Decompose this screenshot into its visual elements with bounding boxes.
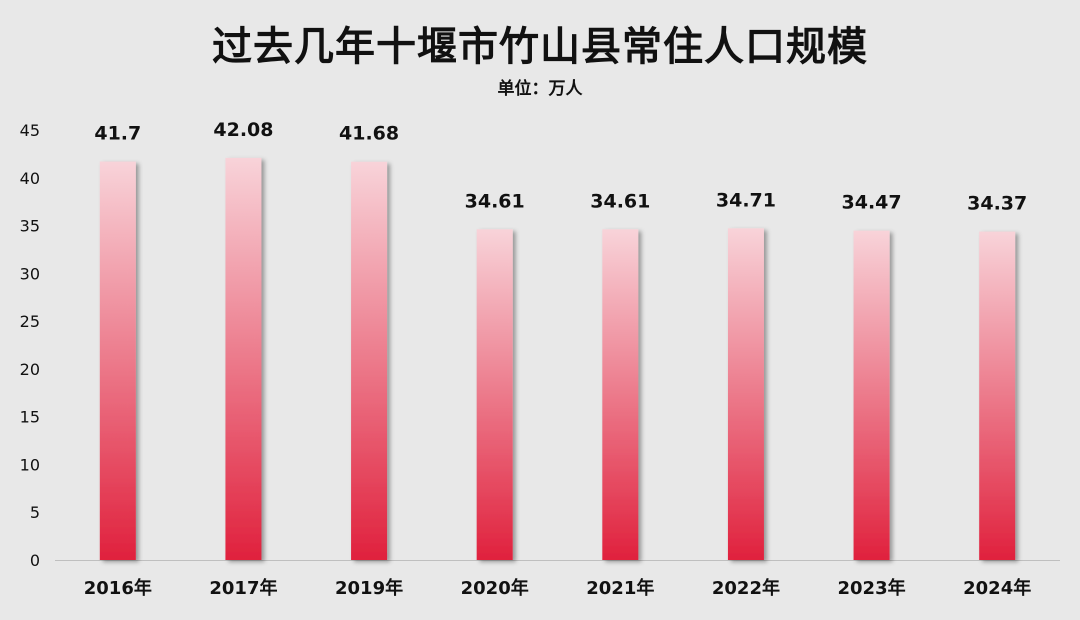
bar	[225, 157, 262, 560]
bar	[602, 229, 639, 560]
y-tick-label: 0	[30, 551, 40, 570]
x-tick-label: 2020年	[461, 577, 529, 599]
y-tick-label: 35	[20, 217, 40, 236]
data-label: 34.47	[842, 192, 902, 214]
y-tick-label: 15	[20, 408, 40, 427]
x-tick-label: 2017年	[209, 577, 277, 599]
y-tick-label: 20	[20, 360, 40, 379]
x-tick-label: 2022年	[712, 577, 780, 599]
value-labels: 41.7 42.08 41.68 34.61 34.61 34.71 34.47 34.37	[94, 119, 1027, 215]
data-label: 34.61	[465, 190, 525, 212]
bar	[727, 228, 764, 560]
data-label: 34.61	[590, 190, 650, 212]
chart-subtitle: 单位：万人	[497, 79, 583, 99]
x-tick-label: 2021年	[586, 577, 654, 599]
x-tick-label: 2024年	[963, 577, 1031, 599]
x-tick-label: 2019年	[335, 577, 403, 599]
bar	[99, 161, 136, 561]
y-tick-label: 25	[20, 312, 40, 331]
y-tick-label: 5	[30, 503, 40, 522]
data-label: 34.37	[967, 193, 1027, 215]
y-tick-label: 30	[20, 264, 40, 283]
bar	[853, 230, 890, 560]
data-label: 41.7	[94, 123, 141, 145]
bar	[351, 161, 388, 561]
chart-title: 过去几年十堰市竹山县常住人口规模	[212, 24, 868, 70]
y-axis: 0 5 10 15 20 25 30 35 40 45	[20, 121, 40, 570]
bar	[476, 229, 513, 560]
y-tick-label: 10	[20, 455, 40, 474]
y-tick-label: 45	[20, 121, 40, 140]
x-tick-label: 2016年	[84, 577, 152, 599]
x-tick-label: 2023年	[838, 577, 906, 599]
data-label: 42.08	[213, 119, 273, 141]
bar	[979, 231, 1016, 560]
y-tick-label: 40	[20, 169, 40, 188]
data-label: 34.71	[716, 189, 776, 211]
x-axis: 2016年 2017年 2019年 2020年 2021年 2022年 2023年 2024年	[84, 577, 1031, 599]
data-label: 41.68	[339, 123, 399, 145]
bars	[99, 157, 1016, 561]
